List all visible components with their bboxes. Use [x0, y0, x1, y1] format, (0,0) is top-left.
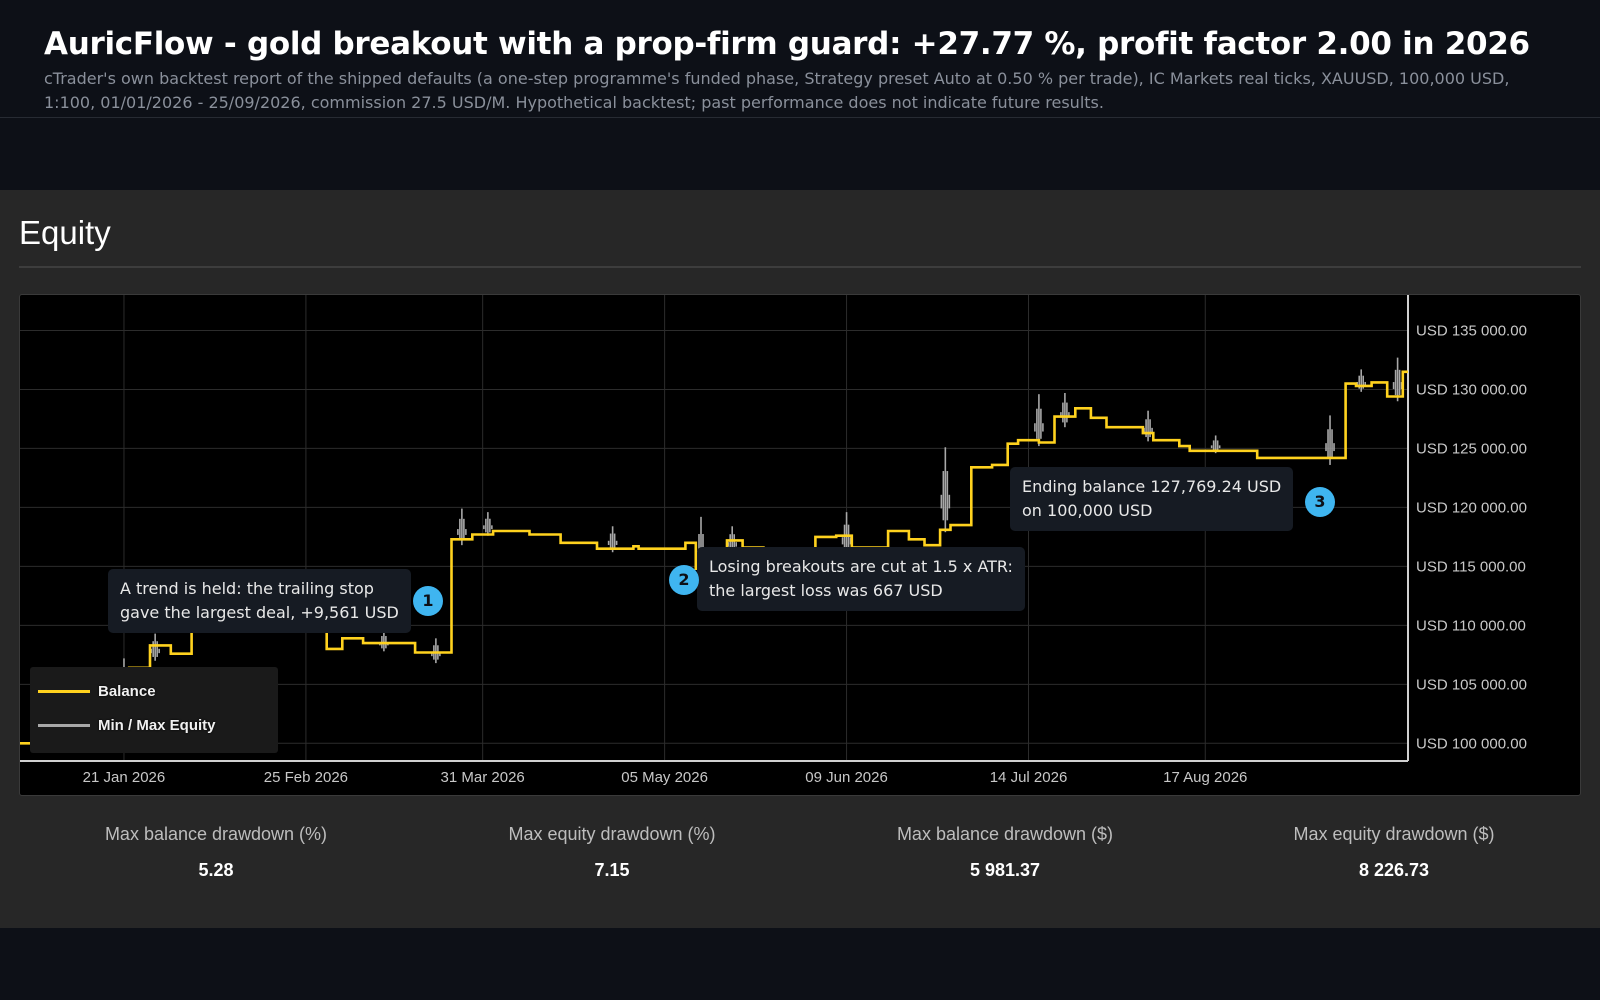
y-tick-label: USD 125 000.00	[1416, 440, 1527, 457]
report-title: AuricFlow - gold breakout with a prop-fi…	[44, 26, 1530, 62]
report-subtitle: cTrader's own backtest report of the shi…	[44, 69, 1510, 112]
y-tick-label: USD 100 000.00	[1416, 735, 1527, 752]
stat-value: 5.28	[198, 860, 234, 880]
annotation-trend: A trend is held: the trailing stop gave …	[108, 569, 411, 633]
legend-swatch-balance	[38, 689, 90, 693]
report-header: AuricFlow - gold breakout with a prop-fi…	[0, 0, 1600, 118]
stat-value: 8 226.73	[1358, 860, 1430, 880]
stat-max-equity-drawdown-usd: Max equity drawdown ($) 8 226.73	[1194, 824, 1594, 881]
legend-item-balance[interactable]: Balance	[38, 681, 156, 701]
x-tick-label: 25 Feb 2026	[264, 769, 348, 786]
legend-swatch-equity	[38, 723, 90, 727]
panel-divider	[19, 266, 1581, 268]
x-tick-label: 05 May 2026	[621, 769, 708, 786]
panel-title: Equity	[19, 214, 111, 251]
stat-value: 7.15	[594, 860, 630, 880]
annotation-losses: Losing breakouts are cut at 1.5 x ATR: t…	[697, 547, 1025, 611]
annotation-trend-line1: A trend is held: the trailing stop	[120, 579, 374, 598]
x-tick-label: 31 Mar 2026	[441, 769, 525, 786]
legend-label-balance: Balance	[98, 682, 156, 700]
stat-label: Max equity drawdown ($)	[1293, 824, 1495, 844]
y-tick-label: USD 115 000.00	[1416, 558, 1526, 575]
legend-label-equity: Min / Max Equity	[98, 716, 216, 734]
annotation-ending-line1: Ending balance 127,769.24 USD	[1022, 477, 1282, 496]
stat-label: Max equity drawdown (%)	[508, 824, 716, 844]
annotation-trend-line2: gave the largest deal, +9,561 USD	[120, 603, 399, 622]
y-tick-label: USD 110 000.00	[1416, 617, 1526, 634]
stat-value: 5 981.37	[969, 860, 1041, 880]
stat-max-balance-drawdown-pct: Max balance drawdown (%) 5.28	[16, 824, 416, 881]
annotation-losses-line1: Losing breakouts are cut at 1.5 x ATR:	[709, 557, 1013, 576]
x-tick-label: 17 Aug 2026	[1163, 769, 1247, 786]
stat-label: Max balance drawdown (%)	[104, 824, 328, 844]
annotation-ending-line2: on 100,000 USD	[1022, 501, 1153, 520]
equity-chart[interactable]: USD 100 000.00 USD 105 000.00 USD 110 000.…	[19, 294, 1581, 796]
annotation-marker-1[interactable]: 1	[413, 586, 443, 616]
chart-legend: Balance Min / Max Equity	[30, 667, 278, 753]
y-tick-label: USD 130 000.00	[1416, 381, 1527, 398]
y-tick-label: USD 105 000.00	[1416, 676, 1527, 693]
annotation-ending: Ending balance 127,769.24 USD on 100,000…	[1010, 467, 1294, 531]
y-tick-label: USD 120 000.00	[1416, 499, 1527, 516]
y-tick-label: USD 135 000.00	[1416, 322, 1527, 339]
x-tick-label: 14 Jul 2026	[990, 769, 1068, 786]
x-tick-label: 21 Jan 2026	[83, 769, 166, 786]
stat-max-equity-drawdown-pct: Max equity drawdown (%) 7.15	[412, 824, 812, 881]
stat-label: Max balance drawdown ($)	[896, 824, 1114, 844]
x-tick-label: 09 Jun 2026	[805, 769, 888, 786]
annotation-losses-line2: the largest loss was 667 USD	[709, 581, 943, 600]
annotation-marker-2[interactable]: 2	[669, 565, 699, 595]
legend-item-equity[interactable]: Min / Max Equity	[38, 715, 216, 735]
stat-max-balance-drawdown-usd: Max balance drawdown ($) 5 981.37	[805, 824, 1205, 881]
annotation-marker-3[interactable]: 3	[1305, 487, 1335, 517]
equity-panel: Equity USD 100 000.00 USD 105 000.00 USD 1…	[0, 190, 1600, 928]
